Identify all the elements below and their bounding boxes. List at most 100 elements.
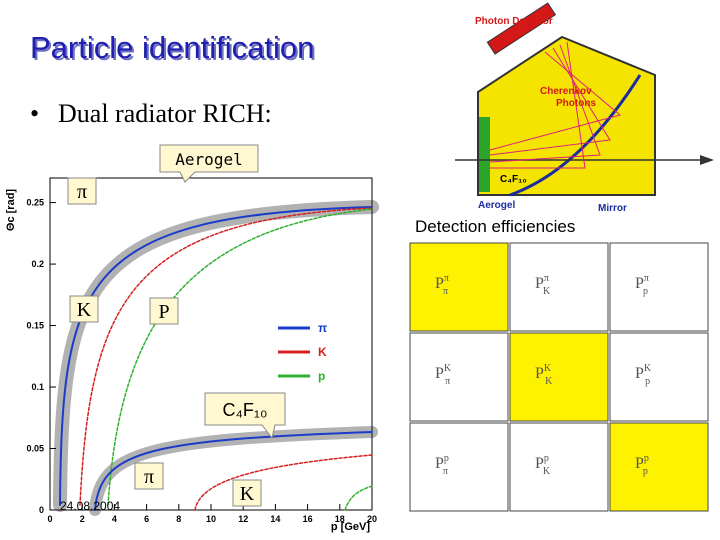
efficiency-panel <box>509 332 609 422</box>
legend-label: K <box>318 345 327 359</box>
panel-label-sup: K <box>644 363 652 374</box>
x-tick-label: 6 <box>144 514 149 524</box>
efficiencies-title: Detection efficiencies <box>415 217 575 236</box>
panel-label-sub: K <box>543 466 551 477</box>
photon-rays <box>489 41 622 169</box>
particle-box <box>134 462 164 490</box>
panel-label-sup: p <box>544 453 549 464</box>
panel-label-sup: K <box>544 363 552 374</box>
mirror <box>509 74 642 197</box>
proton-curve <box>107 208 373 506</box>
panel-label: Pp π <box>435 453 449 477</box>
panel-label-sub: π <box>443 466 448 477</box>
legend-label: π <box>318 321 327 335</box>
callout-aerogel: Aerogel <box>175 150 242 169</box>
slide-title: Particle identification <box>30 30 314 65</box>
diagram-label: Aerogel <box>478 200 515 211</box>
panel-label-main: P <box>435 365 444 382</box>
vessel <box>477 35 656 196</box>
efficiency-panel <box>509 242 609 332</box>
efficiency-panel <box>609 242 709 332</box>
panel-label-sup: p <box>644 453 649 464</box>
particle-label: K <box>77 299 92 321</box>
y-tick-label: 0.15 <box>26 321 44 331</box>
particle-label: π <box>144 466 154 488</box>
particle-boxes: π K Pπ K <box>67 177 262 507</box>
x-tick-label: 12 <box>238 514 248 524</box>
efficiency-panel <box>609 422 709 512</box>
panel-label-sup: π <box>444 273 449 284</box>
particle-box <box>67 177 97 205</box>
y-tick-label: 0.25 <box>26 198 44 208</box>
panel-label-sub: K <box>543 286 551 297</box>
callout-box <box>204 392 286 440</box>
panel-label: PK K <box>535 363 553 387</box>
detector-diagram: Photon Detector Cherenkov Photons C₄F₁₀ … <box>455 2 714 214</box>
kaon-curve-c4f10 <box>194 454 373 511</box>
panel-label-main: P <box>635 455 644 472</box>
beam-arrow <box>700 155 714 165</box>
x-tick-label: 8 <box>176 514 181 524</box>
panel-label-sub: p <box>643 286 648 297</box>
panel-label-sub: p <box>643 466 648 477</box>
x-axis-label: p [GeV] <box>331 521 370 533</box>
panel-label-sub: π <box>445 376 450 387</box>
panel-label-main: P <box>535 455 544 472</box>
efficiency-grid: Pπ π Pπ K Pπ pPK π PK K PK pPp π Pp K Pp p <box>409 242 709 512</box>
x-tick-label: 20 <box>367 514 377 524</box>
callout-c4f10: C₄F₁₀ <box>223 400 268 420</box>
diagram-label: C₄F₁₀ <box>500 174 527 185</box>
panel-label-sub: K <box>545 376 553 387</box>
panel-label: Pπ K <box>535 273 551 297</box>
efficiency-panel <box>409 332 509 422</box>
particle-label: K <box>240 483 255 505</box>
panel-label: Pπ p <box>635 273 649 297</box>
panel-label: Pp K <box>535 453 551 477</box>
y-axis-label: Θc [rad] <box>5 189 17 232</box>
particle-box <box>232 479 262 507</box>
pion-curve-c4f10 <box>94 431 373 511</box>
particle-label: π <box>77 181 87 203</box>
aerogel-block <box>479 117 490 192</box>
panel-label-sup: p <box>444 453 449 464</box>
x-tick-label: 2 <box>80 514 85 524</box>
x-tick-label: 16 <box>303 514 313 524</box>
panel-label-main: P <box>635 365 644 382</box>
panel-label-main: P <box>535 275 544 292</box>
diagram-label: Mirror <box>598 203 627 214</box>
bullet-text: Dual radiator RICH: <box>58 99 272 128</box>
panel-label-sub: π <box>443 286 448 297</box>
photon-detector <box>486 2 557 55</box>
y-tick-label: 0.1 <box>31 382 44 392</box>
x-tick-label: 14 <box>270 514 280 524</box>
panel-label-main: P <box>435 275 444 292</box>
particle-box <box>149 297 179 325</box>
panel-label: Pπ π <box>435 273 449 297</box>
bullet-dot: • <box>30 99 39 128</box>
panel-label-main: P <box>435 455 444 472</box>
panel-label: Pp p <box>635 453 649 477</box>
y-tick-label: 0.2 <box>31 259 44 269</box>
x-tick-label: 0 <box>47 514 52 524</box>
panel-label-sup: π <box>544 273 549 284</box>
panel-label: PK π <box>435 363 452 387</box>
panel-label-sub: p <box>645 376 650 387</box>
curves <box>53 200 379 516</box>
efficiency-panel <box>509 422 609 512</box>
efficiency-panel <box>409 242 509 332</box>
y-tick-label: 0.05 <box>26 444 44 454</box>
kaon-curve <box>79 207 373 506</box>
plot-frame <box>49 177 373 511</box>
x-tick-label: 18 <box>335 514 345 524</box>
panel-label-sup: K <box>444 363 452 374</box>
title-shadow: Particle identification <box>32 32 316 67</box>
date: 24.08.2004 <box>60 499 120 513</box>
proton-curve-c4f10 <box>344 485 373 511</box>
y-tick-label: 0 <box>39 505 44 515</box>
panel-label-main: P <box>635 275 644 292</box>
diagram-label: Cherenkov <box>540 86 592 97</box>
panel-label-main: P <box>535 365 544 382</box>
diagram-label: Photon Detector <box>475 16 553 27</box>
particle-box <box>69 295 99 323</box>
